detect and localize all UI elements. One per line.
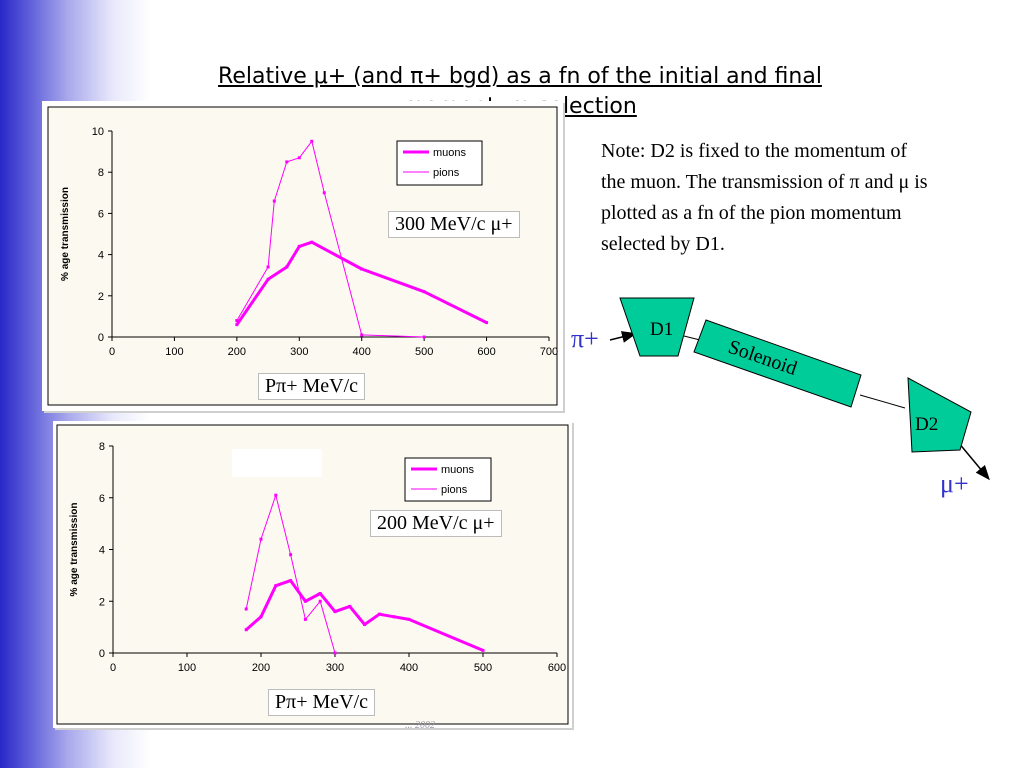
chart-200-point-pions: [274, 493, 278, 497]
chart-200-point-pions: [259, 537, 263, 541]
chart-300-x-tick-label: 600: [477, 346, 495, 358]
chart-200-y-tick-label: 0: [99, 648, 105, 660]
chart-300-x-tick-label: 100: [165, 346, 183, 358]
chart-300-point-pions: [422, 335, 426, 339]
chart-300-x-tick-label: 700: [540, 346, 558, 358]
chart-300-legend-label-pions: pions: [433, 167, 460, 179]
chart-300-annotation: 300 MeV/c μ+: [388, 211, 520, 238]
chart-200-point-pions: [333, 651, 337, 655]
chart-200-x-tick-label: 400: [400, 662, 418, 674]
chart-200-y-tick-label: 8: [99, 441, 105, 453]
chart-200-legend-label-muons: muons: [441, 464, 475, 476]
chart-200-y-tick-label: 2: [99, 596, 105, 608]
chart-300-x-tick-label: 400: [353, 346, 371, 358]
chart-200-point-muons: [407, 617, 411, 621]
mu-plus-label: μ+: [940, 469, 969, 498]
chart-300-point-pions: [297, 156, 301, 160]
chart-200-point-muons: [274, 584, 278, 588]
chart-300-y-tick-label: 6: [98, 208, 104, 220]
chart-300-point-pions: [266, 265, 270, 269]
chart-300-y-tick-label: 0: [98, 332, 104, 344]
chart-300-series-muons: [235, 240, 488, 326]
chart-200-point-muons: [318, 591, 322, 595]
chart-200-point-muons: [259, 615, 263, 619]
chart-300-point-pions: [235, 319, 239, 323]
chart-300-point-muons: [360, 267, 364, 271]
chart-300-point-pions: [360, 333, 364, 337]
chart-300-xlabel: Pπ+ MeV/c: [258, 373, 366, 400]
chart-200-point-muons: [392, 615, 396, 619]
chart-300-legend-label-muons: muons: [433, 147, 467, 159]
chart-200-point-pions: [244, 607, 248, 611]
chart-200-y-axis-label: % age transmission: [69, 503, 80, 597]
chart-300-y-tick-label: 2: [98, 291, 104, 303]
chart-200-point-muons: [377, 612, 381, 616]
pi-plus-label: π+: [571, 324, 599, 353]
chart-300-legend-box: [396, 140, 483, 186]
chart-200-point-muons: [348, 604, 352, 608]
chart-300-x-tick-label: 300: [290, 346, 308, 358]
chart-300-point-muons: [266, 277, 270, 281]
d1-label: D1: [650, 319, 673, 340]
chart-300-point-muons: [297, 244, 301, 248]
slide-title: Relative μ+ (and π+ bgd) as a fn of the …: [120, 62, 920, 122]
chart-200-point-muons: [333, 610, 337, 614]
chart-300-x-tick-label: 500: [415, 346, 433, 358]
chart-300-point-pions: [272, 199, 276, 203]
chart-200-point-muons: [244, 628, 248, 632]
chart-300-point-pions: [310, 139, 314, 143]
d1-magnet: [619, 297, 695, 357]
title-line-1: Relative μ+ (and π+ bgd) as a fn of the …: [218, 64, 822, 89]
solenoid-magnet: [693, 319, 862, 408]
chart-200-annotation: 200 MeV/c μ+: [370, 510, 502, 537]
chart-200-point-pions: [289, 553, 293, 557]
blank-patch: [232, 449, 322, 477]
chart-200-y-tick-label: 4: [99, 545, 105, 557]
chart-200-point-muons: [289, 579, 293, 583]
chart-200-x-tick-label: 200: [252, 662, 270, 674]
chart-300-y-tick-label: 4: [98, 250, 104, 262]
chart-300-point-muons: [422, 290, 426, 294]
chart-200-legend-box: [404, 457, 492, 502]
chart-200-point-muons: [363, 623, 367, 627]
chart-300-y-tick-label: 10: [92, 126, 104, 138]
beam-line-sol-d2: [859, 394, 906, 409]
chart-200-x-tick-label: 600: [548, 662, 566, 674]
chart-200-x-tick-label: 300: [326, 662, 344, 674]
chart-200-y-tick-label: 6: [99, 493, 105, 505]
chart-300-point-muons: [235, 323, 239, 327]
chart-200-legend-label-pions: pions: [441, 484, 468, 496]
note-text: Note: D2 is fixed to the momentum of the…: [601, 140, 928, 255]
chart-200-point-pions: [303, 617, 307, 621]
chart-200-xlabel: Pπ+ MeV/c: [268, 689, 376, 716]
chart-300-point-muons: [310, 240, 314, 244]
chart-200-x-tick-label: 0: [110, 662, 116, 674]
chart-300-y-tick-label: 8: [98, 167, 104, 179]
chart-300: 0 2 4 6 8 10 0 100 200 300 400 500 600 700% age trans…: [42, 101, 563, 411]
chart-300-point-pions: [322, 191, 326, 195]
chart-300-x-tick-label: 200: [228, 346, 246, 358]
chart-300-point-muons: [285, 265, 289, 269]
chart-300-point-pions: [285, 160, 289, 164]
chart-300-y-axis-label: % age transmission: [60, 187, 71, 281]
chart-300-x-tick-label: 0: [109, 346, 115, 358]
chart-200-point-muons: [303, 599, 307, 603]
chart-200-point-pions: [318, 599, 322, 603]
beamline-diagram: D1 Solenoid D2 π+ μ+: [571, 297, 990, 498]
d2-label: D2: [915, 414, 938, 435]
footer-text: ... 2002: [405, 720, 435, 731]
incoming-beam-line: [609, 331, 637, 343]
chart-200-x-tick-label: 500: [474, 662, 492, 674]
chart-200-point-muons: [481, 648, 485, 652]
chart-300-point-muons: [485, 321, 489, 325]
chart-200-x-tick-label: 100: [178, 662, 196, 674]
d2-magnet: [907, 377, 972, 453]
